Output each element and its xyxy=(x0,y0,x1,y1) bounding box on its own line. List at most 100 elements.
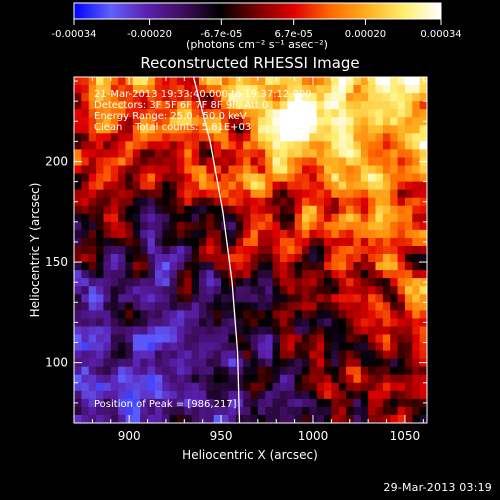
heatmap-cell xyxy=(88,294,97,303)
heatmap-cell xyxy=(147,262,156,271)
heatmap-cell xyxy=(382,262,391,271)
heatmap-cell xyxy=(191,358,200,368)
heatmap-cell xyxy=(191,334,200,344)
heatmap-cell xyxy=(235,366,244,376)
heatmap-cell xyxy=(206,133,215,142)
heatmap-cell xyxy=(147,85,156,94)
heatmap-cell xyxy=(390,254,399,263)
heatmap-cell xyxy=(257,229,266,239)
heatmap-cell xyxy=(132,213,141,223)
heatmap-cell xyxy=(125,237,134,247)
heatmap-cell xyxy=(199,229,207,239)
heatmap-cell xyxy=(228,334,237,344)
heatmap-cell xyxy=(294,334,303,344)
heatmap-cell xyxy=(412,213,421,223)
heatmap-cell xyxy=(243,149,252,159)
heatmap-cell xyxy=(221,358,230,368)
heatmap-cell xyxy=(346,382,355,392)
heatmap-cell xyxy=(140,213,149,223)
heatmap-cell xyxy=(338,374,347,384)
heatmap-cell xyxy=(404,189,413,199)
heatmap-cell xyxy=(88,141,97,151)
heatmap-cell xyxy=(74,406,82,416)
heatmap-cell xyxy=(199,294,207,303)
heatmap-cell xyxy=(412,245,421,255)
heatmap-cell xyxy=(265,133,274,142)
heatmap-cell xyxy=(353,77,362,86)
heatmap-cell xyxy=(265,77,274,86)
heatmap-cell xyxy=(154,302,163,311)
heatmap-cell xyxy=(243,278,252,287)
heatmap-cell xyxy=(331,270,340,279)
heatmap-cell xyxy=(375,294,384,303)
heatmap-cell xyxy=(162,245,171,255)
heatmap-cell xyxy=(360,366,369,376)
heatmap-cell xyxy=(206,213,215,223)
heatmap-cell xyxy=(103,382,112,392)
heatmap-cell xyxy=(353,229,362,239)
heatmap-cell xyxy=(191,286,200,295)
heatmap-cell xyxy=(382,326,391,336)
heatmap-cell xyxy=(279,294,288,303)
heatmap-cell xyxy=(316,350,325,360)
heatmap-cell xyxy=(221,270,230,279)
heatmap-cell xyxy=(324,245,332,255)
heatmap-cell xyxy=(162,197,171,207)
heatmap-cell xyxy=(243,141,252,151)
heatmap-cell xyxy=(191,101,200,110)
footer-date: 29-Mar-2013 03:19 xyxy=(383,481,492,494)
heatmap-cell xyxy=(110,133,119,142)
heatmap-cell xyxy=(74,205,82,215)
colorbar-units: (photons cm⁻² s⁻¹ asec⁻²) xyxy=(186,38,328,51)
heatmap-cell xyxy=(412,278,421,287)
heatmap-cell xyxy=(235,93,244,102)
heatmap-cell xyxy=(191,406,200,416)
heatmap-cell xyxy=(309,286,318,295)
heatmap-cell xyxy=(382,374,391,384)
heatmap-cell xyxy=(309,149,318,159)
heatmap-cell xyxy=(96,197,105,207)
heatmap-cell xyxy=(301,197,310,207)
heatmap-cell xyxy=(243,181,252,191)
heatmap-cell xyxy=(331,278,340,287)
heatmap-cell xyxy=(250,157,259,167)
heatmap-cell xyxy=(243,157,252,167)
heatmap-cell xyxy=(353,390,362,400)
heatmap-cell xyxy=(294,318,303,328)
heatmap-cell xyxy=(184,221,193,231)
heatmap-cell xyxy=(338,149,347,159)
heatmap-cell xyxy=(162,318,171,328)
heatmap-cell xyxy=(243,237,252,247)
heatmap-cell xyxy=(243,414,252,423)
heatmap-cell xyxy=(360,197,369,207)
colorbar-ticks: -0.00034 -0.00020 -6.7e-05 6.7e-05 0.00020 0.… xyxy=(52,19,462,40)
heatmap-cell xyxy=(184,374,193,384)
heatmap-cell xyxy=(206,189,215,199)
heatmap-cell xyxy=(228,229,237,239)
heatmap-cell xyxy=(162,149,171,159)
heatmap-cell xyxy=(419,189,427,199)
heatmap-cell xyxy=(132,77,141,86)
heatmap-cell xyxy=(235,245,244,255)
heatmap-cell xyxy=(382,109,391,118)
heatmap-cell xyxy=(140,133,149,142)
heatmap-cell xyxy=(162,302,171,311)
heatmap-cell xyxy=(353,286,362,295)
heatmap-cell xyxy=(353,358,362,368)
heatmap-cell xyxy=(382,133,391,142)
heatmap-cell xyxy=(404,229,413,239)
heatmap-cell xyxy=(132,173,141,183)
heatmap-cell xyxy=(110,125,119,134)
heatmap-cell xyxy=(250,406,259,416)
heatmap-cell xyxy=(250,374,259,384)
heatmap-cell xyxy=(419,173,427,183)
heatmap-cell xyxy=(412,318,421,328)
heatmap-cell xyxy=(169,205,178,215)
heatmap-cell xyxy=(331,77,340,86)
heatmap-cell xyxy=(265,101,274,110)
heatmap-cell xyxy=(88,229,97,239)
heatmap-cell xyxy=(375,262,384,271)
heatmap-cell xyxy=(162,173,171,183)
heatmap-cell xyxy=(221,302,230,311)
heatmap-cell xyxy=(199,254,207,263)
